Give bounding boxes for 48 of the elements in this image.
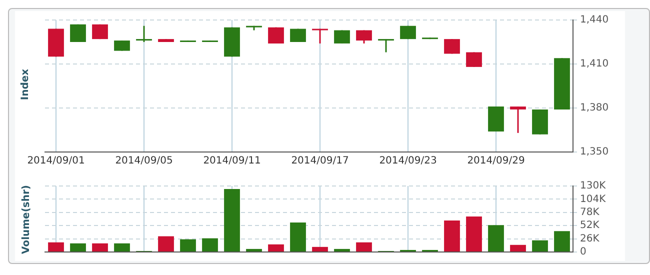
x-tick-label: 2014/09/29 [467, 156, 525, 167]
bar [114, 243, 130, 252]
candlestick [378, 38, 394, 54]
y-tick-label: 78K [580, 206, 600, 218]
bar [312, 246, 328, 252]
bar [202, 238, 218, 252]
bar [466, 216, 482, 252]
bar [224, 189, 240, 252]
bar [158, 236, 174, 252]
bar [92, 243, 108, 252]
bar [532, 240, 548, 252]
candlestick [356, 30, 372, 44]
y-tick-label: 26K [580, 233, 600, 244]
bar [70, 243, 86, 252]
candlestick [334, 30, 350, 44]
x-tick-label: 2014/09/11 [203, 156, 261, 167]
candlestick [312, 28, 328, 44]
x-tick-label: 2014/09/17 [291, 156, 349, 167]
bar [334, 248, 350, 252]
candlestick [136, 25, 152, 43]
candlestick [444, 38, 460, 54]
bar [48, 242, 64, 252]
y-tick-label: 130K [580, 180, 606, 192]
x-tick-label: 2014/09/05 [115, 156, 173, 167]
candlestick [114, 40, 130, 52]
bar [180, 239, 196, 252]
candlestick [510, 106, 526, 134]
y-axis-title: Index [20, 68, 32, 100]
bar [444, 220, 460, 252]
y-axis-title: Volume(shr) [20, 184, 32, 254]
bar [356, 242, 372, 252]
y-tick-label: 1,380 [580, 102, 609, 114]
bar [554, 231, 570, 252]
bar [510, 244, 526, 252]
bar [290, 222, 306, 252]
bar [488, 225, 504, 252]
candlestick [466, 52, 482, 68]
x-tick-label: 2014/09/23 [379, 156, 437, 167]
y-tick-label: 0 [580, 246, 586, 258]
y-tick-label: 52K [580, 220, 600, 232]
y-tick-label: 1,410 [580, 58, 609, 70]
y-tick-label: 1,350 [580, 146, 609, 158]
bar [268, 244, 284, 252]
y-tick-label: 104K [580, 194, 606, 205]
bar [246, 248, 262, 252]
y-tick-label: 1,440 [580, 14, 609, 26]
x-tick-label: 2014/09/01 [27, 156, 85, 167]
candlestick [268, 26, 284, 44]
